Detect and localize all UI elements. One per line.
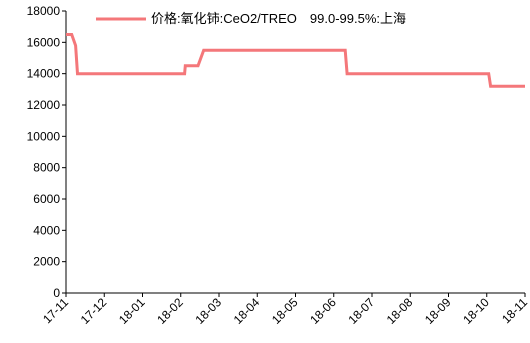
x-tick-label: 18-05: [269, 295, 301, 327]
y-tick-label: 12000: [27, 98, 61, 112]
x-tick-label: 18-01: [116, 295, 148, 327]
y-tick-label: 10000: [27, 129, 61, 143]
x-tick-label: 18-09: [422, 295, 454, 327]
y-tick-label: 2000: [33, 255, 60, 269]
x-tick-label: 18-07: [346, 295, 378, 327]
x-tick-label: 17-12: [78, 295, 110, 327]
y-tick-label: 8000: [33, 161, 60, 175]
y-tick-label: 0: [53, 286, 60, 300]
legend-label: 价格:氧化铈:CeO2/TREO 99.0-99.5%:上海: [151, 11, 406, 26]
y-axis-ticks: 0 2000 4000 6000 8000 10000 12000 14000 16000 180…: [27, 4, 66, 300]
x-tick-label: 18-02: [154, 295, 186, 327]
x-tick-label: 17-11: [40, 295, 71, 326]
x-tick-label: 18-11: [499, 295, 530, 326]
x-tick-label: 18-03: [193, 295, 225, 327]
y-tick-label: 4000: [33, 223, 60, 237]
x-tick-label: 18-04: [231, 295, 263, 327]
y-tick-label: 18000: [27, 4, 61, 18]
y-tick-label: 14000: [27, 67, 61, 81]
legend: 价格:氧化铈:CeO2/TREO 99.0-99.5%:上海: [96, 11, 406, 26]
series-line: [66, 33, 525, 88]
y-tick-label: 6000: [33, 192, 60, 206]
x-tick-label: 18-08: [384, 295, 416, 327]
x-tick-label: 18-06: [307, 295, 339, 327]
x-axis-ticks: 17-11 17-12 18-01 18-02 18-03 18-04 18-05 18-06…: [40, 293, 530, 327]
x-tick-label: 18-10: [460, 295, 492, 327]
y-tick-label: 16000: [27, 35, 61, 49]
